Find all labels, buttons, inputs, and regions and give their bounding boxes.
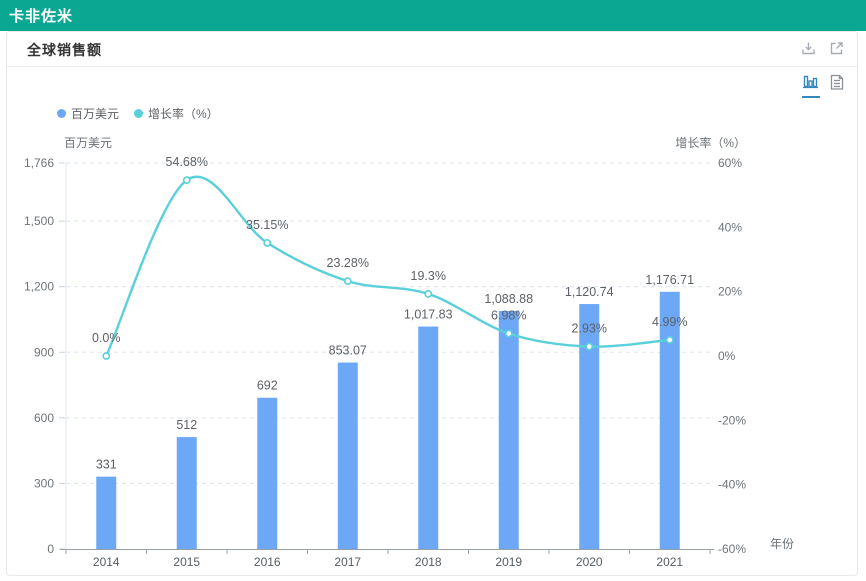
svg-text:54.68%: 54.68% [166, 155, 208, 169]
bar-2019 [498, 311, 519, 549]
right-axis: 60% 40% 20% 0% -20% -40% -60% [718, 156, 746, 556]
x-axis-title: 年份 [770, 537, 795, 551]
svg-text:60%: 60% [718, 156, 742, 170]
svg-text:1,200: 1,200 [24, 280, 54, 294]
card-actions [799, 39, 845, 57]
growth-point-2019 [504, 329, 513, 338]
svg-text:0.0%: 0.0% [92, 331, 121, 345]
card-title: 全球销售额 [27, 42, 102, 58]
growth-line-series: 0.0% 54.68% 35.15% 23.28% 19.3% 6.98% 2.93% 4.9… [92, 155, 687, 360]
bar-chart-icon[interactable] [802, 74, 820, 98]
left-axis: 0 300 600 900 1,200 1,500 1,766 [24, 156, 67, 556]
x-tick-2018: 2018 [415, 555, 442, 569]
x-tick-2020: 2020 [576, 555, 603, 569]
growth-point-2017 [343, 277, 352, 286]
page-title: 卡非佐米 [9, 8, 74, 25]
svg-text:692: 692 [257, 379, 278, 393]
svg-text:40%: 40% [718, 220, 742, 234]
left-axis-title: 百万美元 [64, 136, 113, 150]
svg-text:2.93%: 2.93% [572, 322, 607, 336]
svg-text:-20%: -20% [718, 413, 746, 427]
bar-2021 [659, 291, 680, 549]
svg-text:0%: 0% [718, 349, 736, 363]
chart-toolbar [802, 74, 847, 98]
svg-text:23.28%: 23.28% [327, 256, 369, 270]
svg-text:1,176.71: 1,176.71 [645, 273, 694, 287]
x-tick-2016: 2016 [254, 555, 281, 569]
x-tick-2015: 2015 [173, 555, 200, 569]
bar-2016 [257, 397, 278, 549]
x-tick-2021: 2021 [656, 555, 683, 569]
right-axis-title: 增长率（%） [675, 136, 746, 150]
app-header: 卡非佐米 [0, 0, 866, 31]
svg-text:6.98%: 6.98% [491, 309, 526, 323]
bar-2018 [418, 326, 439, 549]
bar-2020 [579, 304, 600, 549]
svg-text:1,766: 1,766 [24, 156, 54, 170]
growth-point-2016 [263, 239, 272, 247]
chart-legend: 百万美元 增长率（%） [57, 105, 219, 122]
sales-legend-dot-icon [57, 109, 66, 118]
growth-point-2014 [102, 352, 111, 360]
card-header: 全球销售额 [7, 32, 857, 67]
x-tick-2017: 2017 [334, 555, 361, 569]
svg-text:-60%: -60% [718, 542, 746, 556]
gridlines [66, 162, 710, 484]
svg-text:4.99%: 4.99% [652, 315, 687, 329]
svg-text:600: 600 [34, 411, 54, 425]
growth-point-2020 [585, 342, 594, 351]
svg-text:331: 331 [96, 458, 117, 472]
growth-point-2015 [182, 176, 191, 185]
svg-text:1,017.83: 1,017.83 [404, 308, 453, 322]
svg-text:-40%: -40% [718, 478, 746, 492]
svg-text:35.15%: 35.15% [246, 218, 288, 232]
legend-item-growth[interactable]: 增长率（%） [134, 105, 219, 122]
svg-text:853.07: 853.07 [329, 344, 367, 358]
svg-text:1,120.74: 1,120.74 [565, 285, 614, 299]
bar-2015 [176, 437, 197, 549]
svg-text:19.3%: 19.3% [411, 269, 446, 283]
svg-text:900: 900 [34, 345, 54, 359]
svg-text:20%: 20% [718, 285, 742, 299]
svg-text:512: 512 [176, 418, 197, 432]
external-link-icon[interactable] [827, 39, 845, 57]
x-tick-2019: 2019 [495, 555, 522, 569]
x-tick-2014: 2014 [93, 555, 120, 569]
bar-2014 [96, 476, 117, 549]
svg-text:300: 300 [34, 476, 54, 490]
bar-series: 331 512 692 853.07 1,017.83 1,088.88 1,120.74 1… [96, 273, 694, 549]
svg-text:1,088.88: 1,088.88 [484, 292, 533, 306]
svg-text:0: 0 [47, 542, 54, 556]
legend-label-growth: 增长率（%） [148, 107, 219, 121]
legend-label-sales: 百万美元 [71, 107, 120, 121]
data-view-icon[interactable] [829, 74, 847, 96]
growth-legend-dot-icon [134, 109, 144, 118]
growth-point-2018 [424, 290, 433, 298]
x-axis: 2014 2015 2016 2017 2018 2019 2020 2021 [60, 549, 714, 569]
legend-item-sales[interactable]: 百万美元 [57, 105, 119, 122]
growth-point-2021 [665, 336, 674, 344]
bar-2017 [337, 362, 358, 549]
download-icon[interactable] [799, 39, 817, 57]
svg-text:1,500: 1,500 [24, 214, 54, 228]
